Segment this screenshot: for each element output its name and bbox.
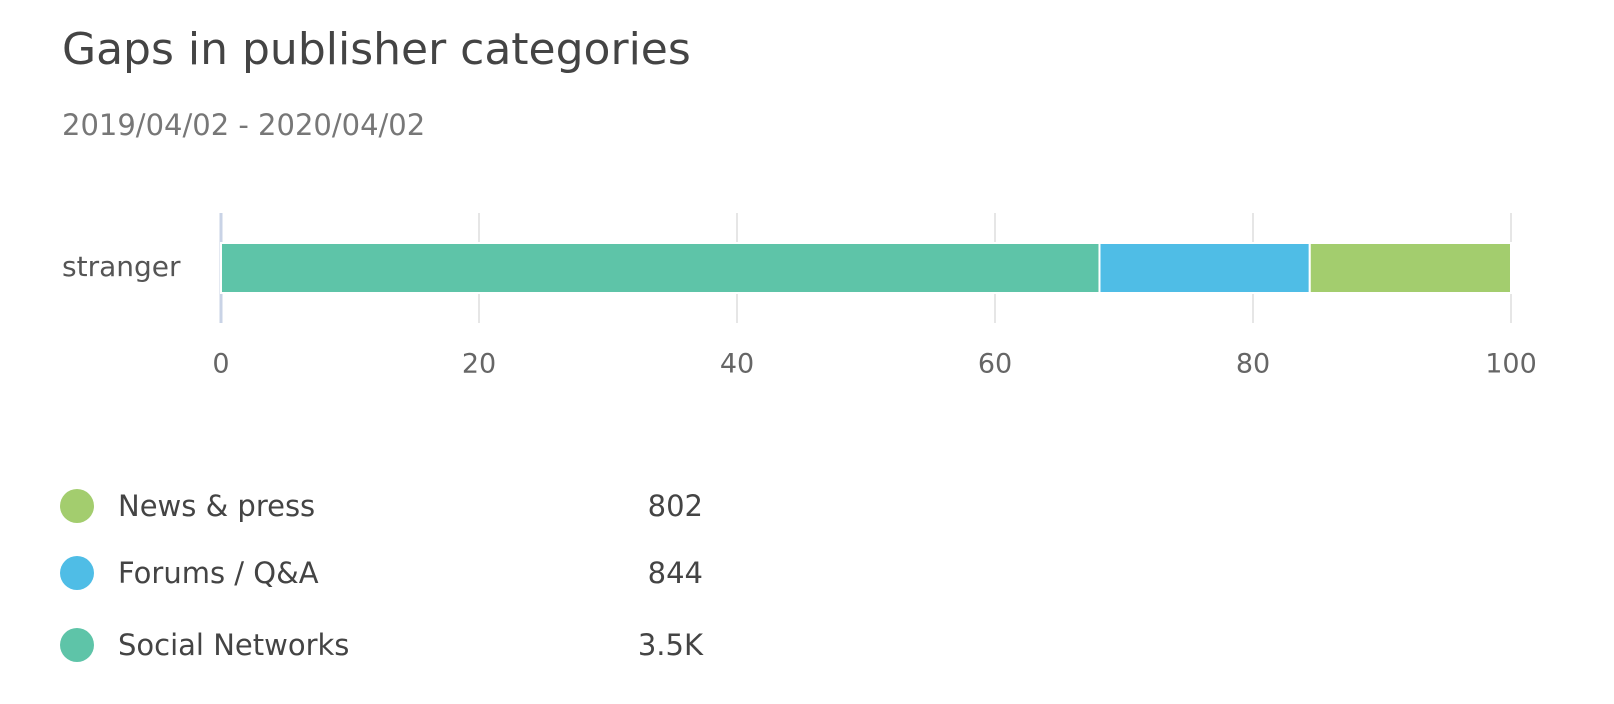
bar-segment — [1098, 242, 1311, 294]
legend-label: Forums / Q&A — [118, 556, 319, 590]
legend-marker — [60, 556, 94, 590]
x-tick-label: 60 — [978, 349, 1012, 380]
legend-label: Social Networks — [118, 628, 349, 662]
chart-title: Gaps in publisher categories — [62, 24, 691, 75]
bar-segment — [220, 242, 1101, 294]
legend-marker — [60, 489, 94, 523]
legend-total: 802 — [648, 489, 703, 523]
legend-label: News & press — [118, 489, 315, 523]
x-tick-label: 100 — [1485, 349, 1537, 380]
chart-subtitle: 2019/04/02 - 2020/04/02 — [62, 108, 425, 142]
legend-total: 3.5K — [638, 628, 704, 662]
x-tick-label: 20 — [462, 349, 496, 380]
x-tick-label: 80 — [1236, 349, 1270, 380]
legend-marker — [60, 628, 94, 662]
legend-total: 844 — [648, 556, 703, 590]
x-tick-label: 40 — [720, 349, 754, 380]
x-tick-label: 0 — [212, 349, 229, 380]
bar-segment — [1308, 242, 1513, 294]
y-tick-label: stranger — [62, 250, 181, 283]
